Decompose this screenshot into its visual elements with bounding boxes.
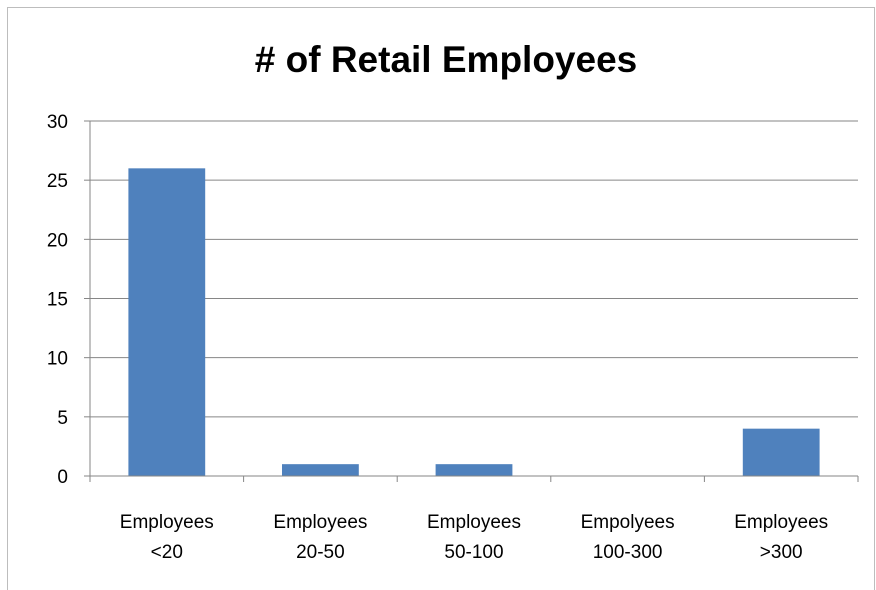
y-tick-label: 20 (47, 230, 68, 251)
x-tick-label: Employees 20-50 (273, 512, 367, 563)
bar (282, 464, 359, 476)
axes (84, 120, 859, 482)
bar (742, 428, 820, 476)
y-tick-label: 5 (57, 408, 68, 429)
x-tick-label: Empolyees 100-300 (581, 512, 675, 563)
y-tick-label: 15 (47, 290, 68, 311)
x-tick-label: Employees <20 (120, 512, 214, 563)
x-tick-label: Employees >300 (734, 512, 828, 563)
y-tick-label: 25 (47, 171, 68, 192)
gridlines (90, 120, 858, 418)
bar (435, 464, 513, 476)
x-tick-label: Employees 50-100 (427, 512, 521, 563)
y-tick-label: 0 (57, 467, 68, 488)
axis-labels: 0 5 10 15 20 25 30 Employees <20 Employees 20-50 Em… (47, 112, 828, 563)
bars (128, 168, 820, 477)
chart-title: # of Retail Employees (255, 39, 637, 80)
y-tick-label: 30 (47, 112, 68, 133)
bar (128, 168, 206, 477)
y-tick-label: 10 (47, 349, 68, 370)
